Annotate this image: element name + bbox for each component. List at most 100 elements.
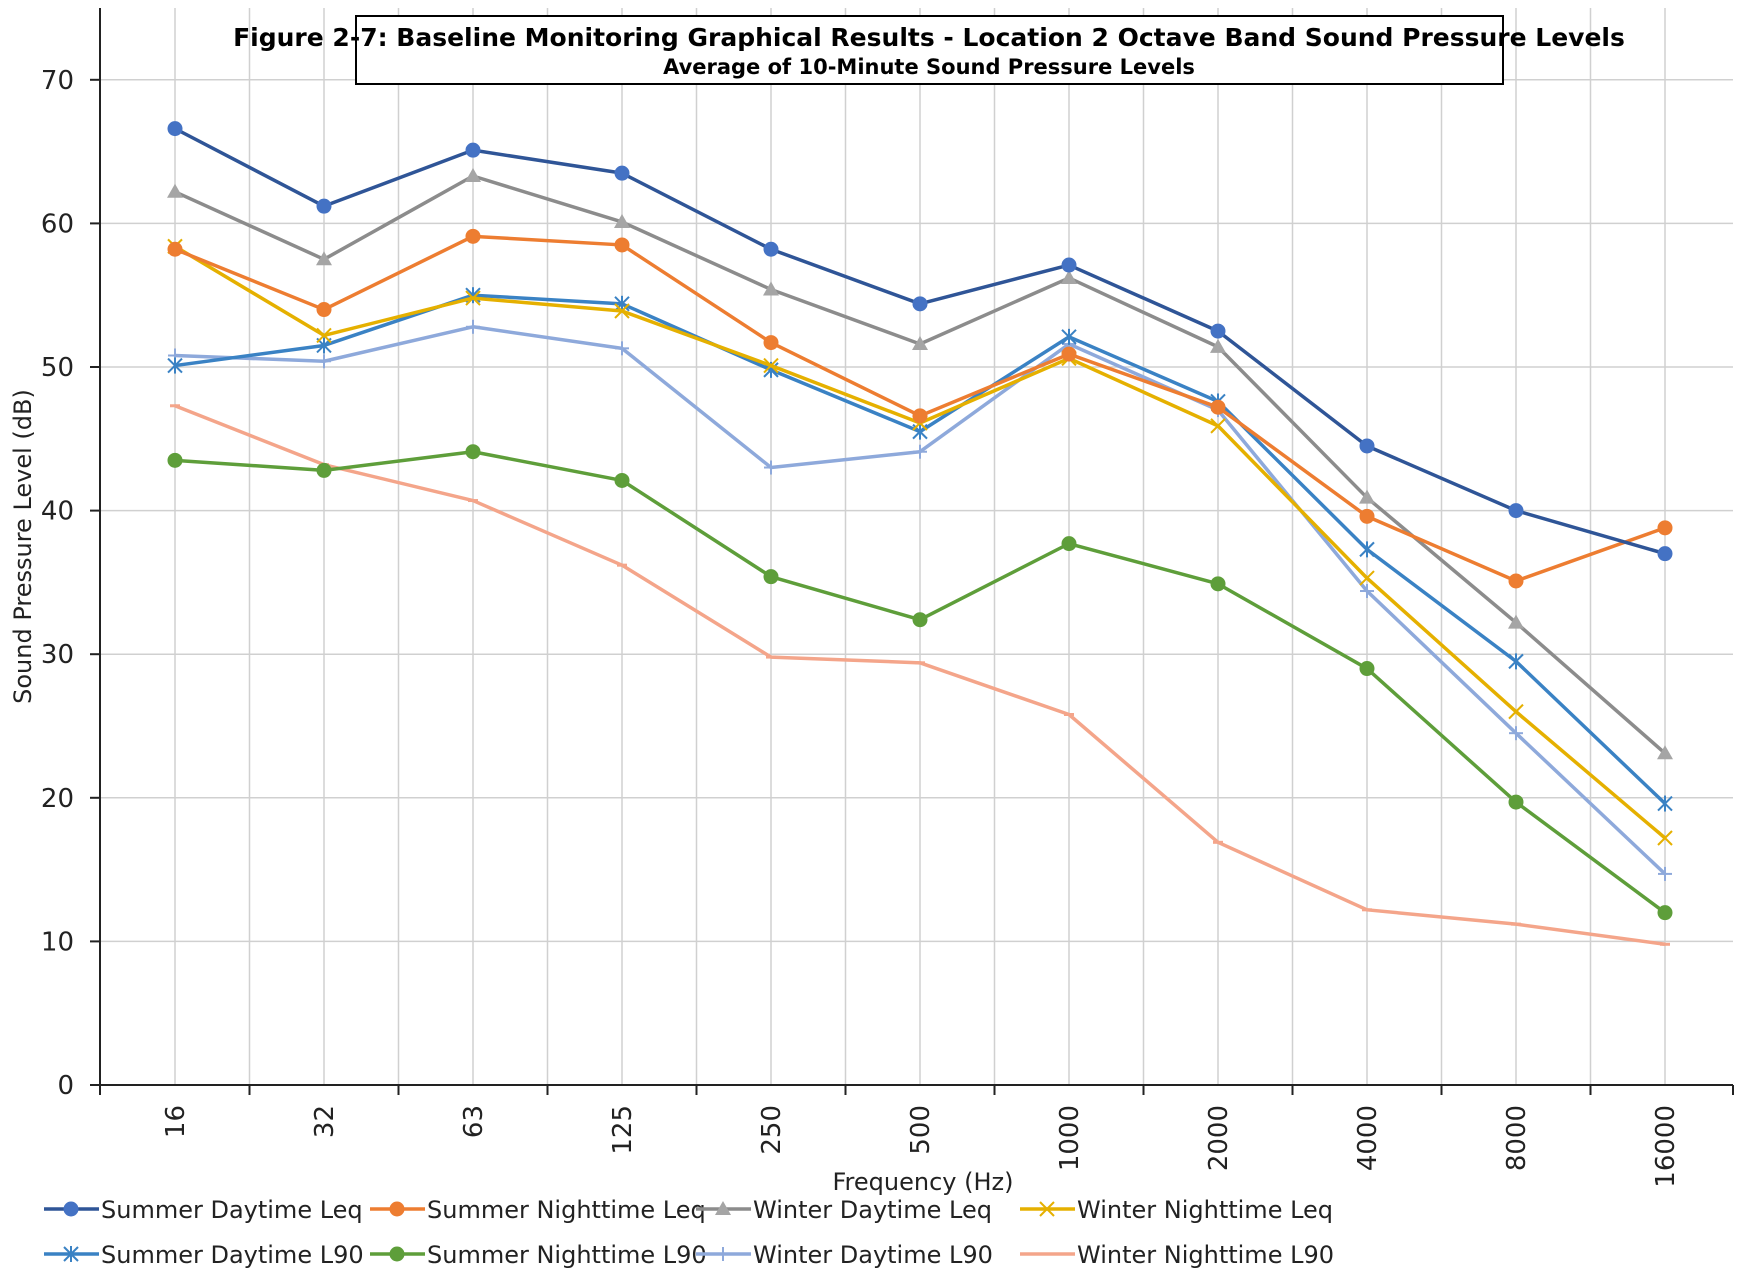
data-point [614,472,630,488]
x-tick-label: 8000 [1502,1105,1532,1171]
legend-label: Summer Nighttime Leq [427,1196,706,1224]
data-point [167,452,183,468]
data-point [1657,905,1673,921]
legend-item: Summer Daytime L90 [44,1241,364,1269]
data-point [167,357,183,374]
data-point [763,569,779,585]
marker-stroke [763,357,779,374]
legend-label: Winter Nighttime L90 [1077,1241,1334,1269]
data-point [466,319,480,334]
legend-swatch-marker [389,1246,405,1262]
data-point [614,295,630,312]
data-point [1508,614,1524,629]
data-point [1657,745,1673,760]
legend-swatch-marker [63,1246,79,1262]
data-point [763,241,779,257]
data-point [1508,653,1524,670]
data-point [763,357,779,374]
marker-stroke [1657,830,1673,846]
data-point [1359,661,1375,677]
data-point [167,241,183,257]
data-point [465,168,481,183]
series-summer-nighttime-l90 [167,444,1673,921]
y-tick-label: 10 [41,927,74,957]
legend-item: Winter Daytime Leq [696,1196,992,1224]
x-tick-label: 125 [608,1105,638,1155]
data-point [1061,269,1077,284]
x-tick-label: 2000 [1204,1105,1234,1171]
data-point [1508,573,1524,589]
data-point [1359,438,1375,454]
x-tick-label: 16 [161,1105,191,1138]
data-point [1210,323,1226,339]
data-point [465,290,481,306]
data-point [1061,536,1077,552]
legend-swatch-marker [716,1247,730,1261]
data-point [1508,794,1524,810]
legend-swatch-marker [63,1201,79,1217]
marker-stroke [1039,1201,1055,1217]
data-point [912,408,928,424]
y-tick-label: 30 [41,640,74,670]
data-point [1359,541,1375,558]
data-point [1061,257,1077,273]
legend-item: Winter Nighttime Leq [1020,1196,1333,1224]
data-point [763,281,779,296]
y-tick-label: 70 [41,66,74,96]
legend-label: Winter Daytime Leq [753,1196,992,1224]
y-tick-label: 60 [41,209,74,239]
series-summer-daytime-leq [167,121,1673,562]
data-point [465,444,481,460]
data-point [614,303,630,319]
y-axis-title: Sound Pressure Level (dB) [9,389,37,704]
data-point [1210,338,1226,353]
series-winter-nighttime-l90 [170,404,1670,947]
data-point [1210,399,1226,415]
legend-label: Summer Daytime L90 [101,1241,364,1269]
data-point [1509,726,1523,741]
data-point [912,336,928,351]
legend-swatch-marker [715,1201,731,1215]
data-point [1061,346,1077,362]
data-point [1359,489,1375,504]
data-point [1508,503,1524,519]
legend-item: Winter Nighttime L90 [1020,1241,1334,1269]
chart-subtitle: Average of 10-Minute Sound Pressure Leve… [663,55,1195,79]
legend-item: Summer Nighttime L90 [370,1241,707,1269]
legend-item: Summer Daytime Leq [44,1196,363,1224]
data-point [1210,418,1226,434]
x-tick-label: 250 [757,1105,787,1155]
chart-title: Figure 2-7: Baseline Monitoring Graphica… [233,23,1625,52]
x-tick-label: 63 [459,1105,489,1138]
data-point [1508,703,1524,720]
data-point [1360,584,1374,599]
x-tick-label: 4000 [1353,1105,1383,1171]
data-point [316,251,332,266]
x-tick-label: 500 [906,1105,936,1155]
marker-stroke [1359,570,1375,586]
data-point [317,354,331,369]
data-point [912,612,928,628]
data-point [1657,795,1673,812]
data-point [614,237,630,253]
marker-stroke [1508,703,1524,720]
data-point [316,302,332,318]
data-point [913,444,927,459]
x-tick-label: 16000 [1651,1105,1681,1188]
x-axis-title: Frequency (Hz) [833,1168,1014,1196]
legend-swatch-marker [1039,1201,1055,1217]
data-point [614,213,630,228]
series-winter-daytime-l90 [168,319,1672,881]
data-point [1359,570,1375,586]
legend-label: Winter Daytime L90 [753,1241,993,1269]
y-tick-label: 20 [41,784,74,814]
legend-label: Winter Nighttime Leq [1077,1196,1333,1224]
title-box [355,15,1504,85]
data-point [912,296,928,312]
data-point [764,460,778,475]
data-point [1061,328,1077,345]
marker-stroke [1210,418,1226,434]
marker-stroke [465,290,481,306]
